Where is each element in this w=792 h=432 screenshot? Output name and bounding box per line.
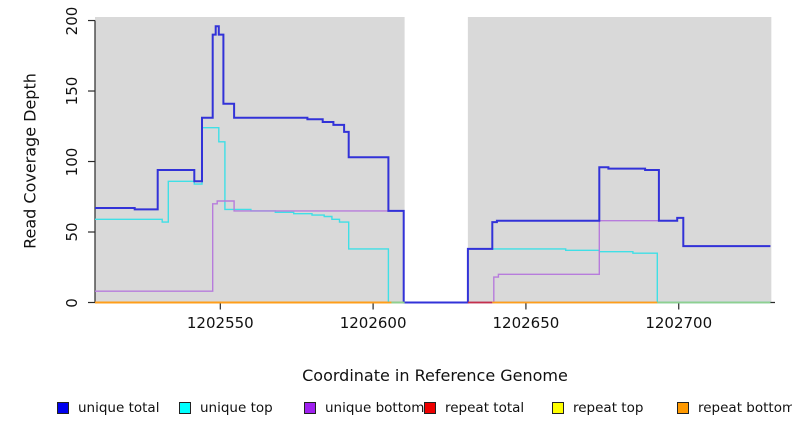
series-unique-total bbox=[95, 25, 771, 304]
x-tick-label: 1202700 bbox=[645, 314, 713, 332]
y-tick-label: 0 bbox=[63, 297, 81, 308]
series-unique-top bbox=[95, 127, 771, 304]
x-tick-label: 1202600 bbox=[339, 314, 407, 332]
x-axis-title: Coordinate in Reference Genome bbox=[302, 366, 568, 385]
y-tick-label: 200 bbox=[63, 6, 81, 35]
y-axis-title: Read Coverage Depth bbox=[20, 73, 40, 249]
y-tick-label: 100 bbox=[63, 147, 81, 176]
shaded-region bbox=[95, 17, 405, 303]
y-tick-label: 150 bbox=[63, 76, 81, 106]
x-tick-label: 1202650 bbox=[492, 314, 560, 332]
x-tick-label: 1202550 bbox=[186, 314, 254, 332]
shaded-region bbox=[467, 17, 772, 303]
y-tick-label: 50 bbox=[63, 222, 81, 242]
